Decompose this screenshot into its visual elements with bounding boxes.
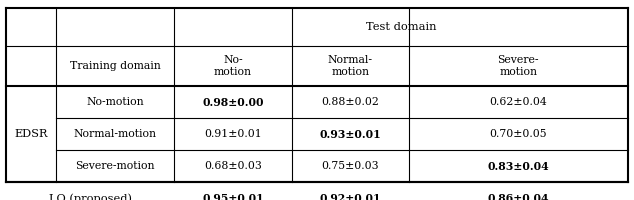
Text: No-motion: No-motion	[86, 97, 144, 107]
Text: 0.93±0.01: 0.93±0.01	[320, 129, 381, 140]
Text: Severe-motion: Severe-motion	[75, 161, 155, 171]
Text: 0.68±0.03: 0.68±0.03	[204, 161, 262, 171]
Text: EDSR: EDSR	[15, 129, 48, 139]
Text: Normal-motion: Normal-motion	[74, 129, 157, 139]
Text: No-
motion: No- motion	[214, 55, 252, 77]
Text: 0.75±0.03: 0.75±0.03	[321, 161, 379, 171]
Text: 0.95±0.01: 0.95±0.01	[202, 194, 264, 200]
Text: Normal-
motion: Normal- motion	[328, 55, 373, 77]
Text: 0.62±0.04: 0.62±0.04	[489, 97, 547, 107]
Text: 0.91±0.01: 0.91±0.01	[204, 129, 262, 139]
Text: 0.70±0.05: 0.70±0.05	[489, 129, 547, 139]
Text: Test domain: Test domain	[366, 22, 436, 32]
Text: 0.92±0.01: 0.92±0.01	[320, 194, 381, 200]
Text: 0.86±0.04: 0.86±0.04	[488, 194, 549, 200]
Text: Training domain: Training domain	[70, 61, 160, 71]
Text: 0.98±0.00: 0.98±0.00	[202, 97, 264, 108]
Text: 0.83±0.04: 0.83±0.04	[488, 160, 549, 171]
Text: 0.88±0.02: 0.88±0.02	[321, 97, 379, 107]
Text: Severe-
motion: Severe- motion	[498, 55, 539, 77]
Text: LO (proposed): LO (proposed)	[49, 194, 132, 200]
